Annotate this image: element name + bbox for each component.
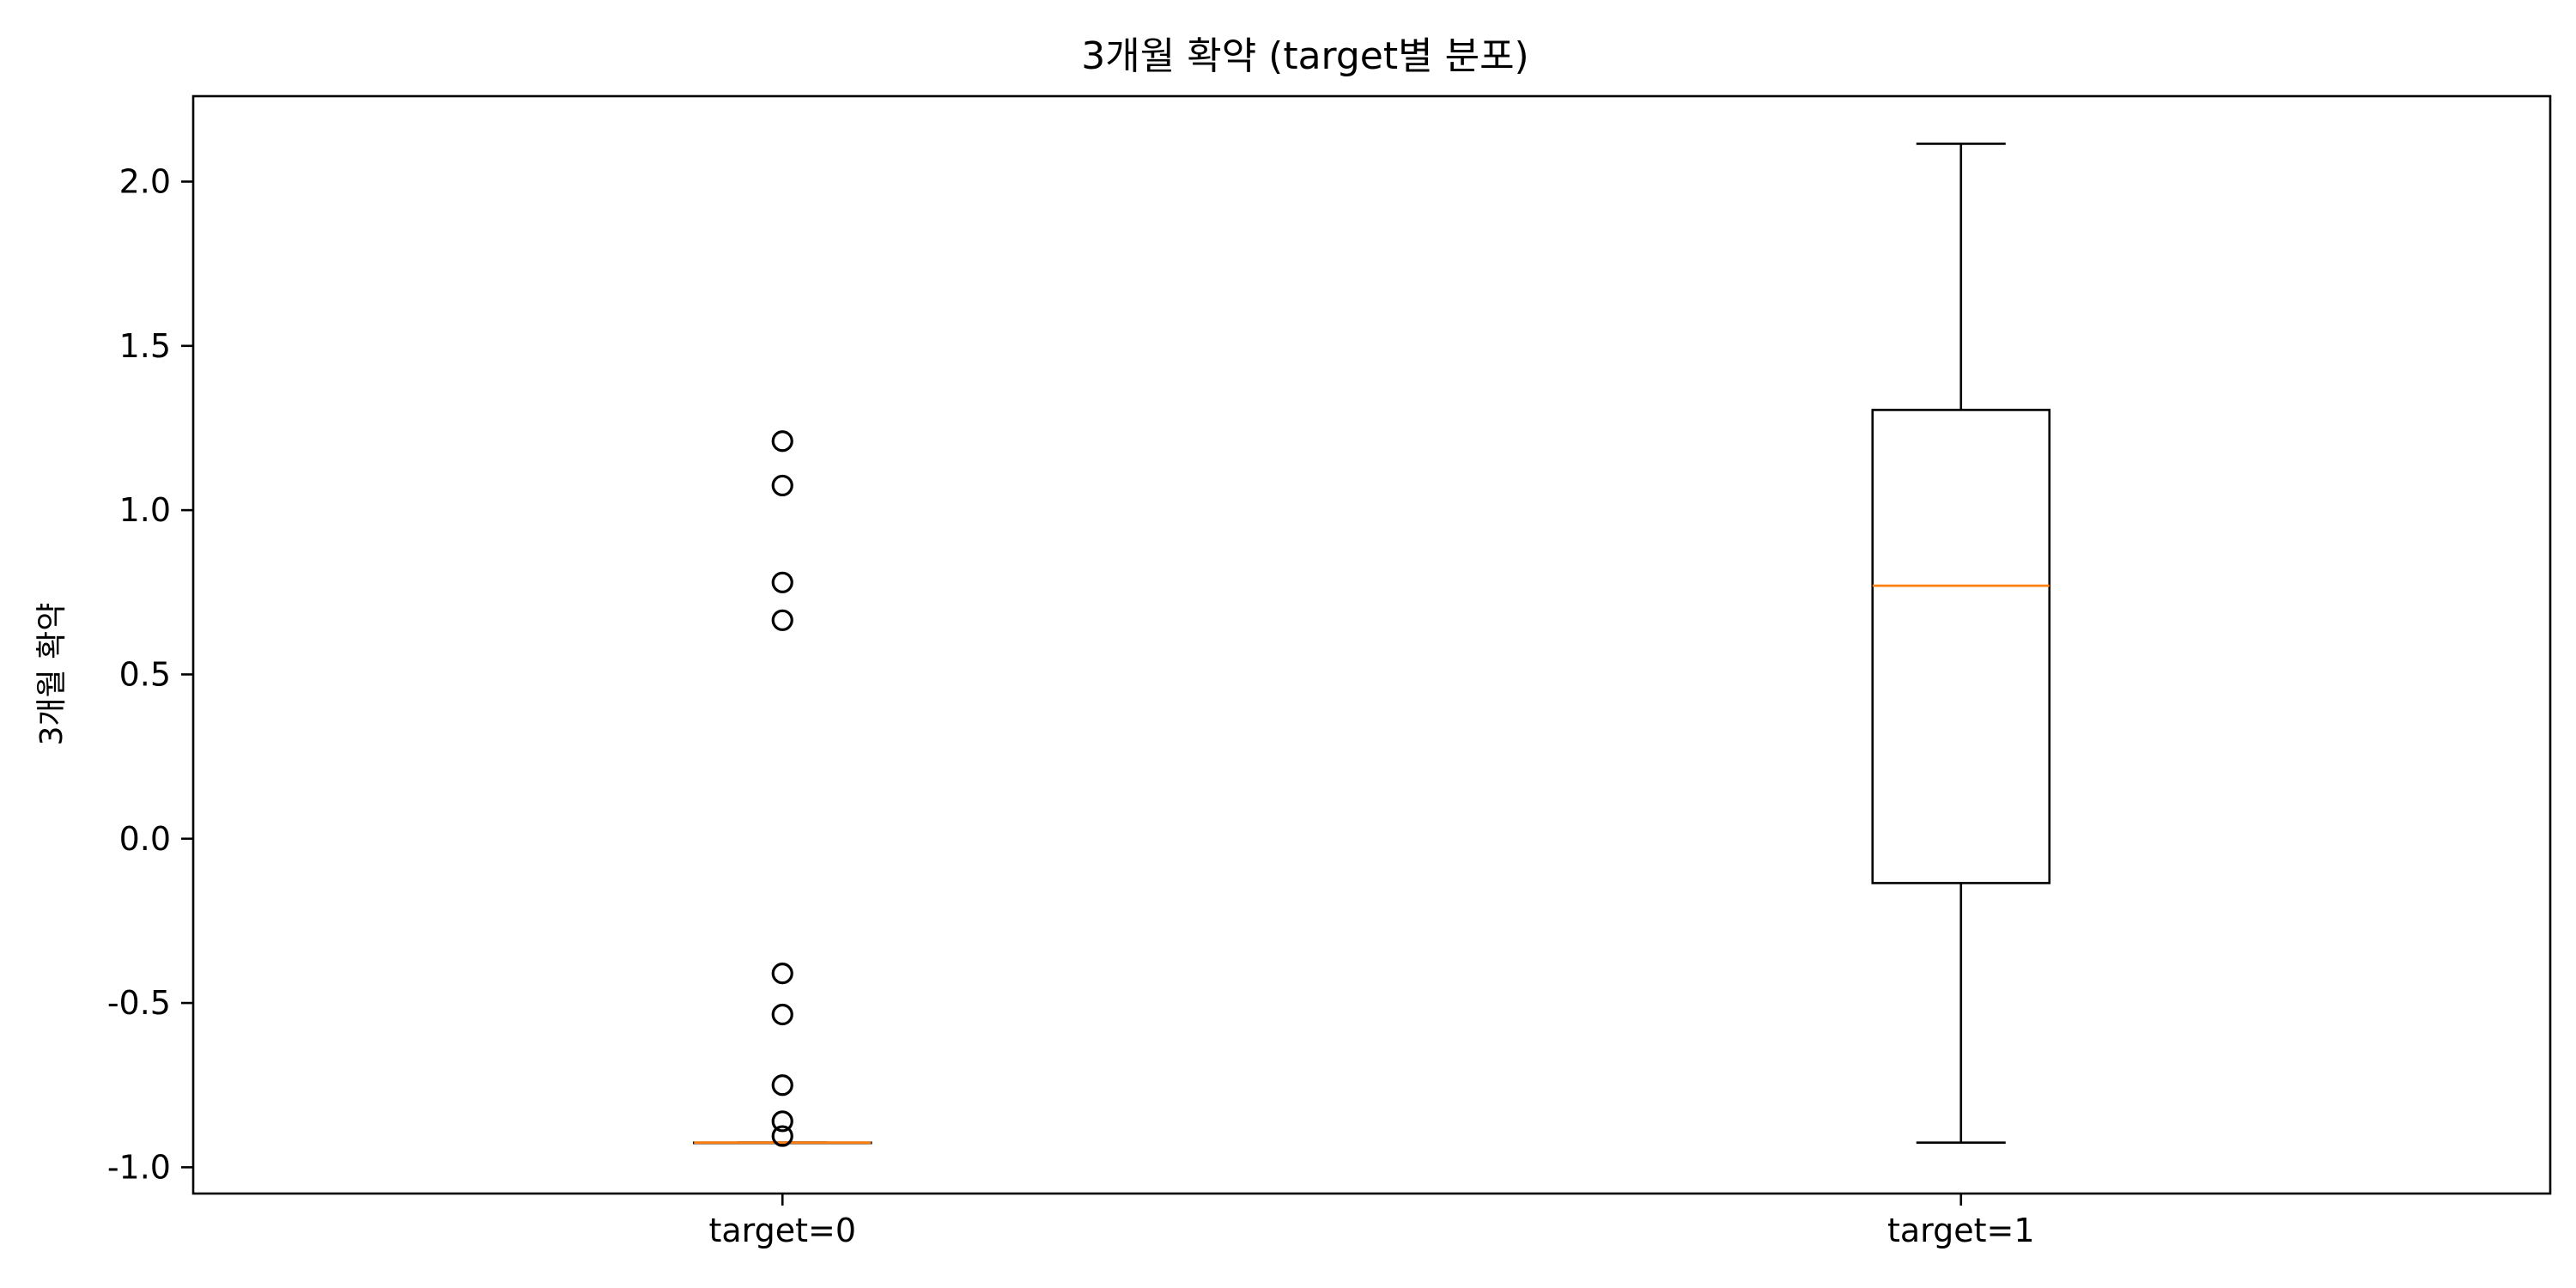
box-body (1871, 409, 2051, 884)
plot-frame (191, 94, 2552, 1195)
x-tick-label: target=0 (708, 1212, 856, 1249)
outlier-point (771, 1074, 793, 1097)
y-tick-label: 2.0 (119, 162, 171, 200)
x-tick-label: target=1 (1887, 1212, 2035, 1249)
outlier-point (771, 609, 793, 631)
y-tick-label: 1.0 (119, 491, 171, 529)
outlier-point (771, 474, 793, 497)
y-tick-label: -0.5 (107, 984, 171, 1022)
y-tick-label: 0.5 (119, 655, 171, 693)
outlier-point (771, 1110, 793, 1133)
y-axis-label: 3개월 확약 (34, 603, 70, 746)
y-tick-label: 0.0 (119, 820, 171, 858)
chart-title: 3개월 확약 (target별 분포) (1081, 34, 1528, 78)
outlier-point (771, 1003, 793, 1026)
y-tick-label: -1.0 (107, 1148, 171, 1186)
outlier-point (771, 430, 793, 453)
outlier-point (771, 1125, 793, 1147)
outlier-point (771, 571, 793, 593)
outlier-point (771, 963, 793, 985)
y-tick-label: 1.5 (119, 327, 171, 365)
plot-area: 2.0 1.5 1.0 0.5 0.0 -0.5 -1.0 target=0 target=1 (107, 94, 2552, 1249)
